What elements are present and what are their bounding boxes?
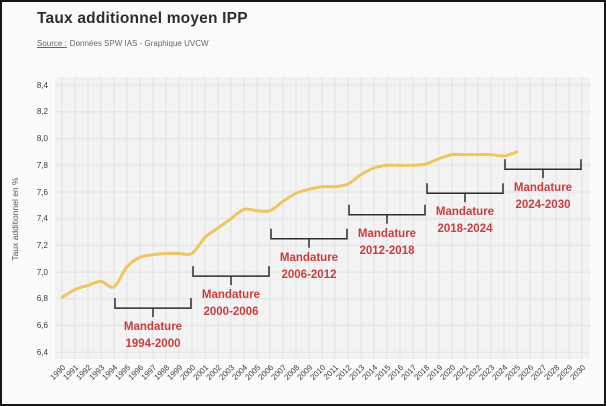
chart-source: Source : Données SPW IAS - Graphique UVCW — [37, 39, 209, 48]
mandature-bracket — [426, 183, 504, 203]
y-tick-label: 8,0 — [36, 134, 48, 144]
mandature-label-line1: Mandature — [435, 206, 495, 219]
mandature-bracket — [504, 159, 582, 179]
y-tick-label: 6,6 — [36, 321, 48, 330]
mandature-label-line1: Mandature — [513, 182, 573, 195]
mandature-label-years: 2000-2006 — [203, 306, 259, 319]
mandature-label: Mandature 1994-2000 — [98, 319, 208, 353]
mandature-label-line1: Mandature — [357, 227, 417, 240]
mandature-label-years: 2024-2030 — [515, 199, 571, 212]
series-line-taux-ipp — [60, 150, 519, 299]
mandature-bracket — [114, 298, 192, 318]
mandature-label-years: 2012-2018 — [359, 244, 415, 257]
mandature-label-line1: Mandature — [201, 289, 261, 302]
mandature-label-line1: Mandature — [123, 321, 183, 334]
y-tick-label: 7,2 — [36, 240, 48, 250]
y-tick-label: 7,4 — [36, 214, 48, 224]
mandature-bracket — [348, 204, 426, 224]
mandature-label-years: 2006-2012 — [281, 268, 337, 281]
source-text: Données SPW IAS - Graphique UVCW — [69, 39, 209, 48]
mandature-bracket — [270, 228, 348, 248]
mandature-label: Mandature 2018-2024 — [410, 204, 520, 238]
chart-title: Taux additionnel moyen IPP — [37, 10, 248, 27]
y-tick-label: 8,2 — [36, 107, 48, 117]
mandature-label: Mandature 2006-2012 — [254, 250, 364, 284]
mandature-label-line1: Mandature — [279, 251, 339, 264]
mandature-label-years: 2018-2024 — [437, 223, 493, 236]
y-tick-label: 8,4 — [36, 80, 48, 90]
source-label: Source : — [37, 39, 67, 48]
mandature-label-years: 1994-2000 — [125, 338, 181, 351]
y-tick-label: 7,6 — [36, 187, 48, 197]
mandature-label: Mandature 2024-2030 — [488, 180, 598, 214]
y-tick-label: 7,8 — [36, 160, 48, 170]
y-tick-label: 7,0 — [36, 267, 48, 277]
mandature-bracket — [192, 266, 270, 286]
mandature-label: Mandature 2012-2018 — [332, 226, 442, 260]
mandature-label: Mandature 2000-2006 — [176, 287, 286, 321]
y-tick-label: 6,8 — [36, 294, 48, 304]
y-tick-label: 6,4 — [36, 347, 48, 357]
